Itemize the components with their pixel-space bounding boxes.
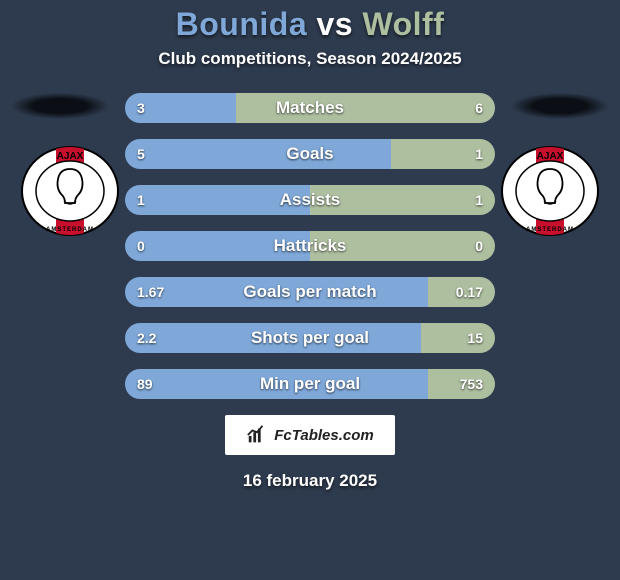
comparison-bars: 3 Matches 6 5 Goals 1 1 Assists 1 0 Hatt…: [125, 93, 495, 399]
bar-row: 1 Assists 1: [125, 185, 495, 215]
svg-text:AMSTERDAM: AMSTERDAM: [46, 227, 94, 233]
club-crest-left: AJAX AMSTERDAM: [20, 141, 120, 241]
brand-box: FcTables.com: [225, 415, 395, 455]
bar-row: 89 Min per goal 753: [125, 369, 495, 399]
bar-segment-left: [125, 277, 428, 307]
bar-track: [125, 139, 495, 169]
bar-segment-left: [125, 369, 428, 399]
bar-segment-left: [125, 323, 421, 353]
bar-segment-right: [391, 139, 495, 169]
bar-row: 1.67 Goals per match 0.17: [125, 277, 495, 307]
shadow-left: [12, 93, 108, 119]
bar-segment-right: [428, 369, 495, 399]
svg-text:AJAX: AJAX: [57, 151, 84, 162]
title-player1: Bounida: [176, 6, 307, 42]
bar-track: [125, 369, 495, 399]
title-player2: Wolff: [362, 6, 444, 42]
bar-segment-left: [125, 185, 310, 215]
title-vs: vs: [317, 6, 354, 42]
svg-text:AMSTERDAM: AMSTERDAM: [526, 227, 574, 233]
bar-segment-right: [421, 323, 495, 353]
bar-row: 5 Goals 1: [125, 139, 495, 169]
bar-track: [125, 93, 495, 123]
bar-segment-right: [236, 93, 495, 123]
bar-segment-right: [428, 277, 495, 307]
bar-row: 0 Hattricks 0: [125, 231, 495, 261]
bar-track: [125, 277, 495, 307]
bar-row: 3 Matches 6: [125, 93, 495, 123]
comparison-stage: AJAX AMSTERDAM AJAX AMSTERDAM 3 Matches …: [0, 93, 620, 399]
page-title: Bounida vs Wolff: [0, 0, 620, 43]
bar-segment-left: [125, 139, 391, 169]
bar-segment-right: [310, 185, 495, 215]
subtitle: Club competitions, Season 2024/2025: [0, 49, 620, 69]
club-crest-right: AJAX AMSTERDAM: [500, 141, 600, 241]
svg-text:AJAX: AJAX: [537, 151, 564, 162]
shadow-right: [512, 93, 608, 119]
bar-track: [125, 323, 495, 353]
brand-chart-icon: [246, 424, 268, 446]
bar-segment-left: [125, 231, 310, 261]
bar-track: [125, 185, 495, 215]
bar-segment-left: [125, 93, 236, 123]
date-text: 16 february 2025: [0, 471, 620, 491]
bar-row: 2.2 Shots per goal 15: [125, 323, 495, 353]
bar-segment-right: [310, 231, 495, 261]
brand-text: FcTables.com: [274, 427, 373, 444]
bar-track: [125, 231, 495, 261]
